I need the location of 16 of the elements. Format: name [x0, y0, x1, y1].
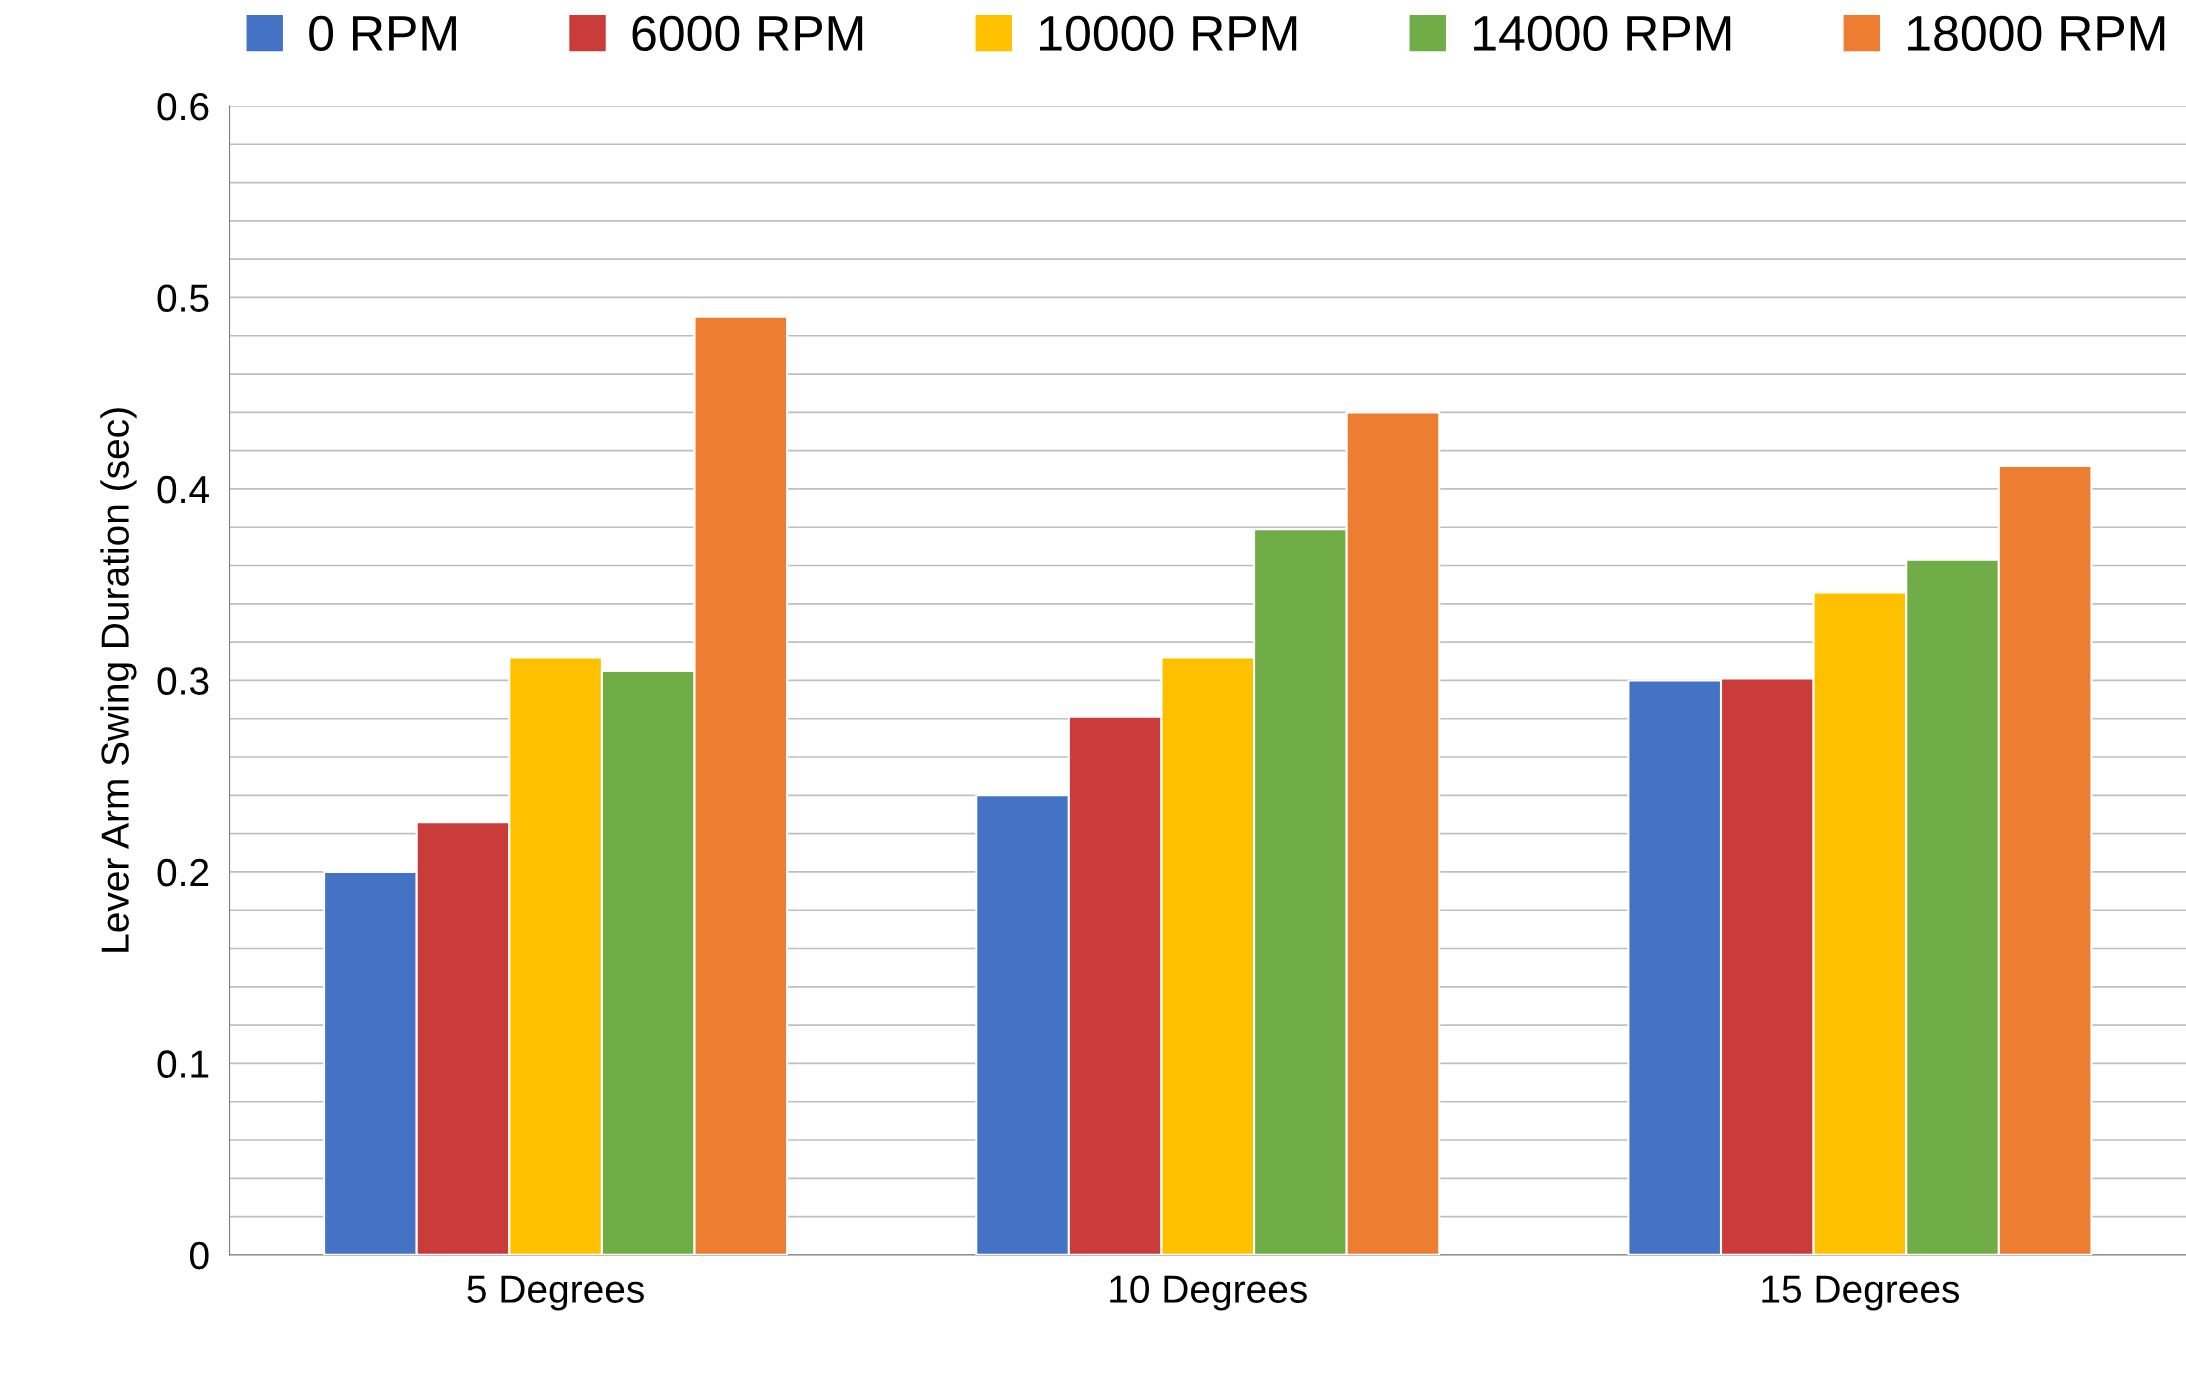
x-tick-label: 10 Degrees — [1110, 1275, 1307, 1311]
y-tick-label: 0.4 — [157, 475, 209, 504]
legend-label: 0 RPM — [309, 15, 456, 52]
legend-label: 18000 RPM — [1908, 15, 2165, 52]
legend-label: 10000 RPM — [1040, 15, 1297, 52]
x-tick-label: 5 Degrees — [467, 1275, 644, 1311]
y-tick-label: 0.6 — [157, 92, 209, 121]
y-tick-label: 0.2 — [157, 858, 209, 887]
y-tick-label: 0 — [189, 1241, 209, 1270]
y-tick-label: 0.3 — [157, 667, 209, 695]
y-axis-title: Lever Arm Swing Duration (sec) — [100, 408, 137, 952]
x-tick-label: 15 Degrees — [1762, 1275, 1960, 1311]
y-tick-label: 0.1 — [157, 1050, 209, 1078]
legend-label: 6000 RPM — [632, 15, 863, 52]
y-tick-label: 0.5 — [157, 284, 209, 312]
legend-label: 14000 RPM — [1474, 15, 1731, 52]
